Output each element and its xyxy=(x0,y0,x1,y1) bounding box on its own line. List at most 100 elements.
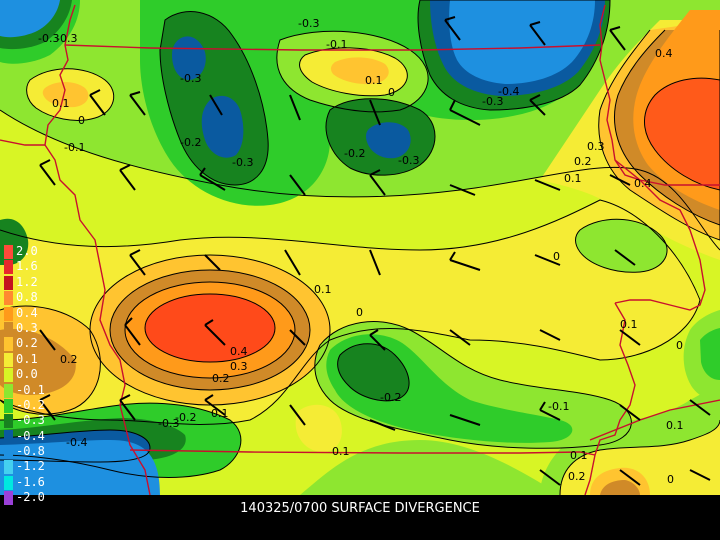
legend-entry: 0.4 xyxy=(4,306,64,321)
legend-label: 0.8 xyxy=(16,290,38,305)
contour-label: 0.1 xyxy=(564,172,582,185)
legend-swatch xyxy=(4,445,13,460)
legend-entry: -1.2 xyxy=(4,459,64,475)
legend-entry: -0.8 xyxy=(4,444,64,460)
contour-label: 0.1 xyxy=(52,97,70,110)
legend-entry: -0.3 xyxy=(4,413,64,429)
contour-label: 0.1 xyxy=(332,445,350,458)
contour-label: 0.3 xyxy=(587,140,605,153)
legend-label: 0.3 xyxy=(16,320,38,335)
legend-swatch xyxy=(4,306,13,321)
contour-label: 0.4 xyxy=(230,345,248,358)
contour-label: 0.1 xyxy=(365,74,383,87)
contour-label: -0.4 xyxy=(66,436,87,449)
contour-label: -0.2 xyxy=(180,136,201,149)
legend-label: -1.6 xyxy=(16,474,45,489)
wind-barbs xyxy=(39,16,711,486)
field-n-blue1b xyxy=(172,36,206,80)
legend-label: -0.1 xyxy=(16,382,45,397)
legend-label: -0.2 xyxy=(16,397,45,412)
legend-entry: 0.8 xyxy=(4,290,64,306)
contour-label: -0.1 xyxy=(326,38,347,51)
contour-label: -0.3 xyxy=(180,72,201,85)
legend-label: -0.8 xyxy=(16,444,45,459)
legend-swatch xyxy=(4,429,13,444)
contour-label: -0.3 xyxy=(158,417,179,430)
legend-swatch xyxy=(4,260,13,275)
legend-swatch xyxy=(4,383,13,398)
legend-swatch xyxy=(4,368,13,383)
legend-label: 2.0 xyxy=(16,244,38,258)
contour-label: 0 xyxy=(676,339,683,352)
contour-label: 0.1 xyxy=(211,407,229,420)
state-boundaries xyxy=(0,4,720,495)
contour-label: 0.2 xyxy=(212,372,230,385)
contour-label: 0 xyxy=(356,306,363,319)
contour-label: -0.2 xyxy=(344,147,365,160)
legend-entry: -0.4 xyxy=(4,429,64,444)
contour-label-layer: -0.3-0.3-0.3-0.1-0.3 0.10-0.3-0.40.40.10-… xyxy=(38,17,684,486)
map-caption: 140325/0700 SURFACE DIVERGENCE xyxy=(240,501,480,516)
legend-swatch xyxy=(4,337,13,352)
contour-label: -0.3 xyxy=(232,156,253,169)
field-nw-blue xyxy=(0,0,60,38)
legend-label: 0.1 xyxy=(16,351,38,366)
legend-swatch xyxy=(4,352,13,367)
legend-entry: -0.2 xyxy=(4,398,64,413)
contour-label: -0.3 xyxy=(298,17,319,30)
field-nw-orange xyxy=(42,82,89,108)
legend-label: 0.4 xyxy=(16,305,38,320)
legend-label: 1.6 xyxy=(16,259,38,274)
legend-entry: 0.3 xyxy=(4,321,64,336)
contour-label: -0.3 xyxy=(38,32,59,45)
legend-label: 0.2 xyxy=(16,336,38,351)
contour-label: 0 xyxy=(553,250,560,263)
legend-entry: 1.2 xyxy=(4,275,64,290)
legend-entry: 2.0 xyxy=(4,244,64,259)
legend-swatch xyxy=(4,275,13,290)
contour-label: -0.1 xyxy=(548,400,569,413)
legend-entry: 1.6 xyxy=(4,259,64,275)
legend-label: 0.0 xyxy=(16,367,38,382)
legend-entry: 0.2 xyxy=(4,336,64,352)
contour-label: 0.1 xyxy=(314,283,332,296)
legend-swatch xyxy=(4,491,13,506)
field-e-green xyxy=(575,219,668,273)
contour-label: 0.2 xyxy=(60,353,78,366)
field-east-green2 xyxy=(700,328,720,380)
contour-label: 0.3 xyxy=(230,360,248,373)
legend-swatch xyxy=(4,291,13,306)
contour-label: -0.3 xyxy=(398,154,419,167)
legend-swatch xyxy=(4,321,13,336)
contour-label: 0.2 xyxy=(568,470,586,483)
contour-label: 0.1 xyxy=(666,419,684,432)
contour-label: -0.3 xyxy=(56,32,77,45)
legend-swatch xyxy=(4,475,13,490)
legend-swatch xyxy=(4,398,13,413)
contour-label: -0.2 xyxy=(380,391,401,404)
legend-entry: 0.0 xyxy=(4,367,64,383)
field-w-yellow2 xyxy=(295,404,342,453)
legend-swatch xyxy=(4,245,13,259)
contour-label: -0.2 xyxy=(175,411,196,424)
contour-label: 0 xyxy=(388,86,395,99)
field-sw-lightblue xyxy=(0,440,160,495)
contour-label: 0 xyxy=(667,473,674,486)
legend-label: -0.4 xyxy=(16,428,45,443)
field-ne-max xyxy=(644,78,720,190)
legend-entry: -0.1 xyxy=(4,383,64,398)
legend-label: -1.2 xyxy=(16,459,45,474)
field-s-darkgreen xyxy=(337,343,410,401)
contour-label: 0 xyxy=(78,114,85,127)
contour-label: 0.4 xyxy=(655,47,673,60)
legend-label: -0.3 xyxy=(16,413,45,428)
color-legend: 2.0 1.6 1.2 0.8 0.4 0.3 0.2 0.1 0.0 -0.1 -0.2 -0.3-… xyxy=(4,244,64,506)
contour-label: -0.3 xyxy=(482,95,503,108)
field-nc-blue xyxy=(366,122,411,159)
legend-entry: -1.6 xyxy=(4,475,64,490)
contour-lines xyxy=(0,0,720,495)
legend-entry: -2.0 xyxy=(4,490,64,506)
legend-swatch xyxy=(4,414,13,429)
legend-entry: 0.1 xyxy=(4,352,64,367)
contour-label: -0.4 xyxy=(498,85,519,98)
